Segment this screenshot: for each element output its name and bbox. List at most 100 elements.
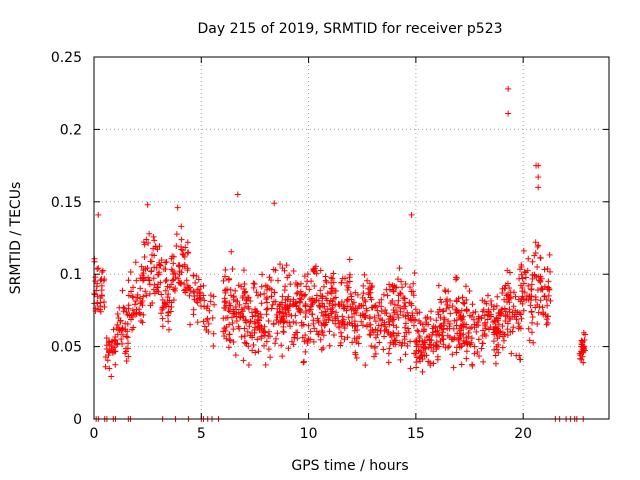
data-point [401,336,408,343]
data-point [170,276,177,283]
data-point [207,292,214,299]
data-point [239,294,246,301]
data-point [421,326,428,333]
data-point [328,290,335,297]
data-point [470,309,477,316]
data-point [132,297,139,304]
data-point [242,339,249,346]
data-point [440,336,447,343]
data-point [367,327,374,334]
data-point [459,294,466,301]
data-point [528,286,535,293]
data-point [438,323,444,330]
data-point [315,331,322,338]
data-point [362,362,369,369]
data-point [114,321,121,328]
data-point [347,290,354,297]
data-point [285,307,292,314]
data-point [293,319,300,326]
data-point [318,346,325,353]
data-point [244,328,251,335]
data-point [412,306,419,313]
data-point [386,281,393,288]
data-point [535,174,542,181]
data-point [120,308,127,315]
data-point [277,318,284,325]
data-point [528,309,535,316]
data-point [128,312,135,319]
data-point [402,313,409,320]
data-point [372,318,379,325]
data-point [274,277,281,284]
data-point [171,270,178,277]
x-tick-label: 15 [407,426,425,442]
data-point [226,336,233,343]
data-point [576,350,583,357]
data-point [233,317,240,324]
data-point [534,321,541,328]
data-point [372,334,379,341]
data-point [146,290,153,297]
data-point [360,282,367,289]
data-point [272,335,279,342]
data-point [449,303,456,310]
data-point [408,211,415,218]
data-point [300,359,307,366]
data-point [438,332,445,339]
data-point [307,328,314,335]
data-point [340,303,347,310]
data-point [421,344,428,351]
data-point [520,296,527,303]
data-point [306,307,313,314]
data-point [387,300,394,307]
data-point [317,267,324,274]
data-point [261,323,268,330]
data-point [287,281,294,288]
data-point [158,257,165,264]
data-point [159,315,166,322]
data-point [293,329,300,336]
data-point [368,343,375,350]
data-point [132,259,139,266]
data-point [283,262,290,269]
data-point [323,311,330,318]
data-point [468,324,475,331]
data-point [364,277,371,284]
data-point [506,269,513,276]
data-point [318,322,325,329]
data-point [225,275,232,282]
data-point [235,323,242,330]
data-point [250,342,257,349]
data-point [532,239,539,246]
data-point [532,304,539,311]
data-point [385,318,392,325]
data-point [252,320,259,327]
data-point [151,264,158,271]
data-point [512,307,519,314]
data-point [247,318,254,325]
data-point [144,264,151,271]
data-point [316,303,323,310]
data-point [410,288,417,295]
data-point [384,328,391,335]
data-point [269,301,276,308]
data-point [222,298,229,305]
data-point [425,358,432,365]
data-point [547,297,554,304]
data-point [358,318,365,325]
data-point [200,292,207,299]
data-point [512,293,519,300]
data-point [160,266,167,273]
data-point [381,319,388,326]
data-point [311,268,318,275]
data-point [103,346,110,353]
data-point [393,332,400,339]
data-point [332,320,339,327]
data-point [253,289,260,296]
data-point [491,317,498,324]
data-point [435,282,442,289]
data-point [461,300,468,307]
data-point [123,333,130,340]
data-point [494,293,501,300]
